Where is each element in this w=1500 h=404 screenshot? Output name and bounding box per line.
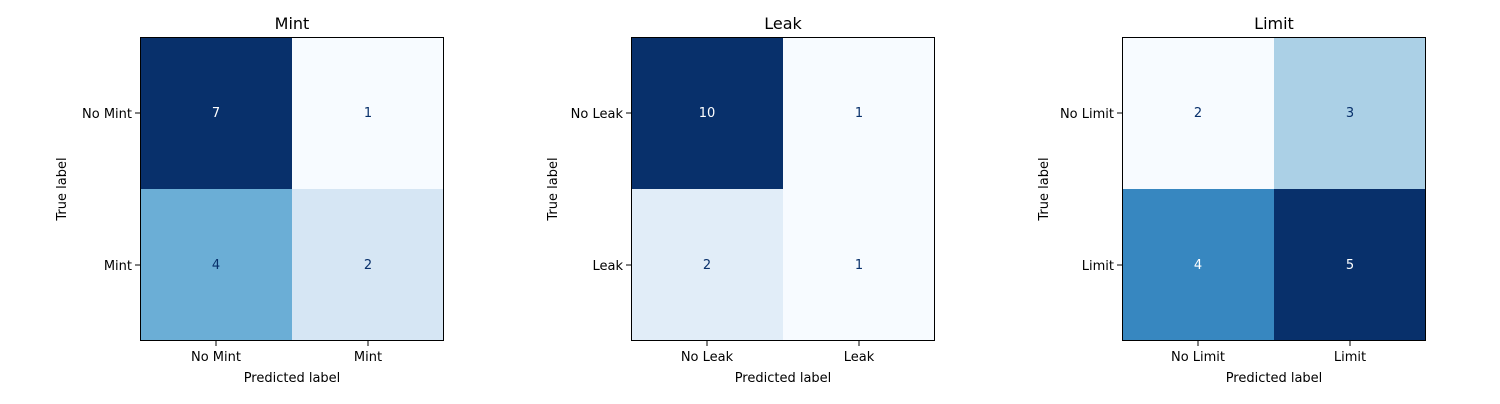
cell-value-label: 2 — [1194, 106, 1202, 121]
cell-value-label: 3 — [1346, 106, 1354, 121]
y-tick-label: Limit — [1082, 259, 1114, 274]
cell-value-label: 5 — [1346, 258, 1354, 273]
y-tick-label: Mint — [104, 259, 132, 274]
y-tick-label: Leak — [592, 259, 623, 274]
y-axis-label: True label — [546, 157, 561, 221]
heatmap-cell — [1122, 189, 1274, 341]
heatmap-cell — [292, 189, 444, 341]
chart-title: Leak — [764, 14, 802, 33]
panel-2: 2 3 4 5 Limit No Limit Limit No Limit Limit Predi… — [1037, 14, 1426, 386]
axes-frame — [631, 37, 935, 341]
chart-title: Limit — [1254, 14, 1294, 33]
heatmap-cell — [140, 37, 292, 189]
panel-0: 7 1 4 2 Mint No Mint Mint No Mint Mint Predicted … — [55, 14, 444, 386]
x-tick-label: No Limit — [1171, 350, 1225, 365]
x-tick-label: No Leak — [681, 350, 734, 365]
heatmap-cell — [1122, 37, 1274, 189]
heatmap-cell — [1274, 37, 1426, 189]
heatmap-cell — [292, 37, 444, 189]
x-axis-label: Predicted label — [244, 371, 341, 386]
heatmap-cell — [783, 37, 935, 189]
x-tick-label: Mint — [354, 350, 382, 365]
cell-value-label: 1 — [855, 106, 863, 121]
cell-value-label: 2 — [364, 258, 372, 273]
y-axis-label: True label — [55, 157, 70, 221]
cell-value-label: 4 — [1194, 258, 1202, 273]
cell-value-label: 10 — [699, 106, 716, 121]
axes-frame — [1122, 37, 1426, 341]
x-tick-label: Leak — [844, 350, 875, 365]
chart-title: Mint — [275, 14, 310, 33]
x-axis-label: Predicted label — [1226, 371, 1323, 386]
cell-value-label: 4 — [212, 258, 220, 273]
panel-1: 10 1 2 1 Leak No Leak Leak No Leak Leak Predicted… — [546, 14, 935, 386]
y-axis-label: True label — [1037, 157, 1052, 221]
cell-value-label: 1 — [364, 106, 372, 121]
y-tick-label: No Leak — [571, 107, 624, 122]
cell-value-label: 7 — [212, 106, 220, 121]
heatmap-cell — [140, 189, 292, 341]
x-axis-label: Predicted label — [735, 371, 832, 386]
x-tick-label: Limit — [1334, 350, 1366, 365]
heatmap-cell — [631, 37, 783, 189]
y-tick-label: No Limit — [1060, 107, 1114, 122]
cell-value-label: 1 — [855, 258, 863, 273]
heatmap-cell — [631, 189, 783, 341]
y-tick-label: No Mint — [82, 107, 132, 122]
cell-value-label: 2 — [703, 258, 711, 273]
x-tick-label: No Mint — [191, 350, 241, 365]
heatmap-cell — [783, 189, 935, 341]
axes-frame — [140, 37, 444, 341]
heatmap-cell — [1274, 189, 1426, 341]
